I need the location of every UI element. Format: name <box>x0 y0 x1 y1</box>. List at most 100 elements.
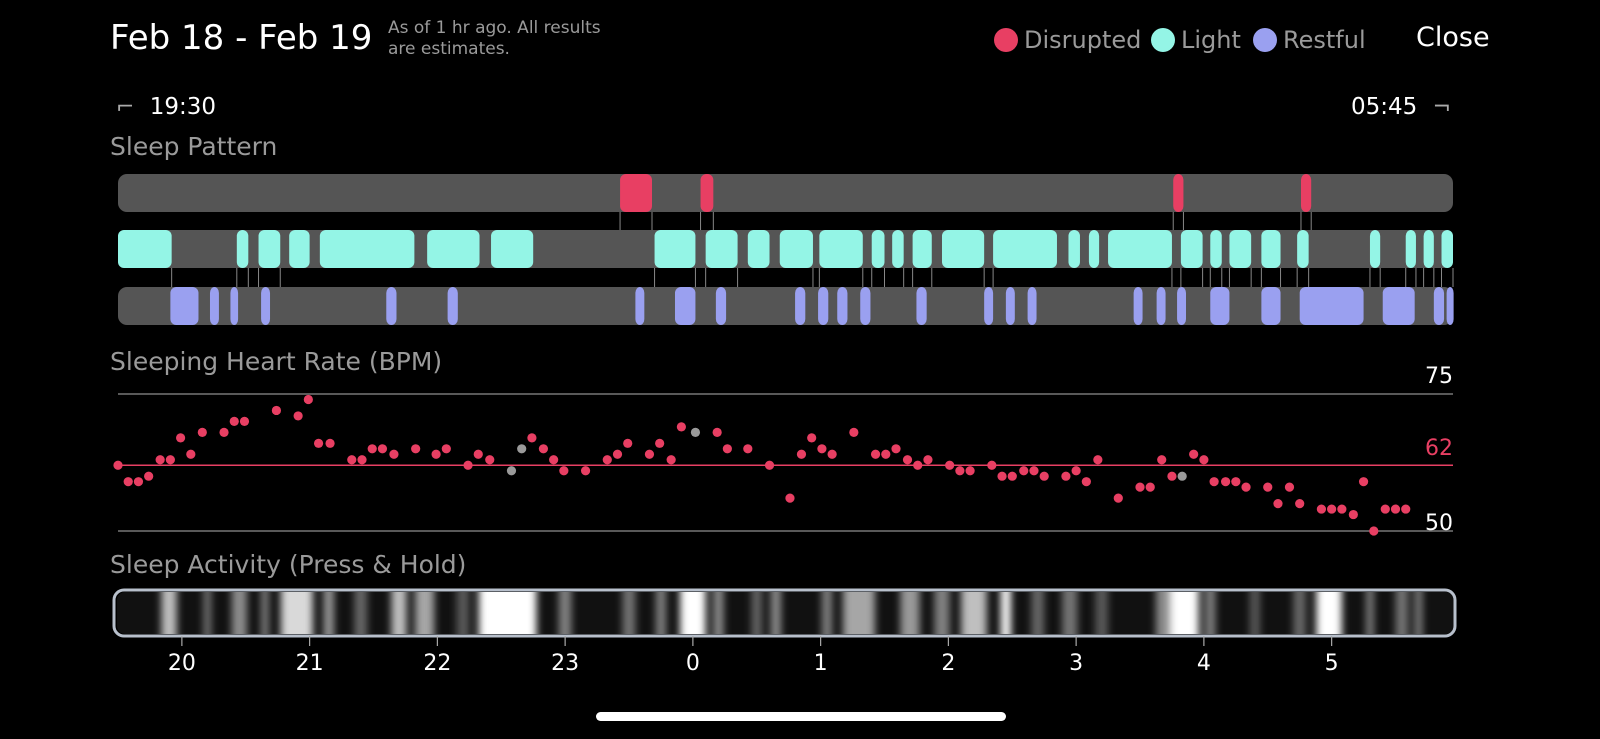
x-tick-label: 22 <box>423 651 451 676</box>
activity-band <box>203 592 212 634</box>
estimate-note-line1: As of 1 hr ago. All results <box>388 18 601 38</box>
light-segment <box>258 230 281 268</box>
restful-segment <box>447 287 458 325</box>
activity-band <box>161 592 177 634</box>
restful-segment <box>837 287 848 325</box>
legend-restful: Restful <box>1253 24 1366 56</box>
activity-band <box>1205 592 1216 634</box>
activity-band <box>770 592 782 634</box>
activity-band <box>323 592 334 634</box>
restful-segment <box>261 287 271 325</box>
estimate-note: As of 1 hr ago. All results are estimate… <box>388 18 648 60</box>
light-dot-icon <box>1151 28 1175 52</box>
close-button[interactable]: Close <box>1416 22 1490 53</box>
x-tick-label: 2 <box>941 651 955 676</box>
light-segment <box>1441 230 1453 268</box>
light-segment <box>892 230 904 268</box>
light-segment <box>654 230 696 268</box>
activity-band <box>1395 592 1409 634</box>
activity-band <box>713 592 724 634</box>
end-bracket-icon: ¬ <box>1432 95 1452 120</box>
activity-background <box>117 592 1454 634</box>
restful-segment <box>1133 287 1143 325</box>
legend-light-label: Light <box>1181 26 1241 54</box>
disrupted-segment <box>700 174 714 212</box>
light-segment <box>236 230 249 268</box>
light-segment <box>1229 230 1252 268</box>
x-tick-label: 20 <box>168 651 196 676</box>
restful-segment <box>230 287 239 325</box>
legend-disrupted: Disrupted <box>994 24 1141 56</box>
activity-band <box>680 592 706 634</box>
restful-segment <box>1299 287 1364 325</box>
activity-frame <box>112 588 1457 638</box>
light-segment <box>427 230 480 268</box>
activity-band <box>280 592 313 634</box>
activity-band <box>354 592 368 634</box>
range-start-time: 19:30 <box>149 94 217 120</box>
range-end[interactable]: 05:45 ¬ <box>1351 94 1451 120</box>
disrupted-segment <box>1173 174 1184 212</box>
restful-segment <box>1210 287 1230 325</box>
light-segment <box>1210 230 1222 268</box>
light-segment <box>1297 230 1309 268</box>
activity-band <box>1170 592 1199 634</box>
light-segment <box>1180 230 1203 268</box>
x-tick-label: 3 <box>1069 651 1083 676</box>
restful-segment <box>209 287 219 325</box>
light-segment <box>1369 230 1381 268</box>
activity-band <box>1031 592 1045 634</box>
restful-segment <box>674 287 696 325</box>
restful-segment <box>1433 287 1445 325</box>
light-segment <box>1405 230 1416 268</box>
estimate-note-line2: are estimates. <box>388 39 510 59</box>
activity-band <box>1062 592 1078 634</box>
date-range-title: Feb 18 - Feb 19 <box>110 18 373 58</box>
disrupted-segment <box>620 174 652 212</box>
restful-segment <box>1382 287 1415 325</box>
light-segment <box>319 230 415 268</box>
restful-segment <box>1027 287 1037 325</box>
activity-band <box>961 592 987 634</box>
light-segment <box>819 230 863 268</box>
activity-band <box>456 592 470 634</box>
sleep-pattern-title: Sleep Pattern <box>110 132 278 161</box>
disrupted-dot-icon <box>994 28 1018 52</box>
activity-band <box>478 592 537 634</box>
restful-segment <box>386 287 397 325</box>
x-tick-label: 1 <box>814 651 828 676</box>
activity-band <box>655 592 667 634</box>
range-start[interactable]: ⌐ 19:30 <box>116 94 216 120</box>
activity-band <box>231 592 248 634</box>
light-segment <box>705 230 738 268</box>
light-segment <box>1088 230 1100 268</box>
activity-band <box>558 592 572 634</box>
activity-band <box>622 592 636 634</box>
activity-band <box>1095 592 1109 634</box>
heart-rate-title: Sleeping Heart Rate (BPM) <box>110 347 443 376</box>
light-segment <box>993 230 1057 268</box>
home-indicator[interactable] <box>596 712 1006 721</box>
start-bracket-icon: ⌐ <box>116 95 135 120</box>
x-tick-label: 21 <box>296 651 324 676</box>
x-tick-label: 0 <box>686 651 700 676</box>
light-segment <box>747 230 770 268</box>
light-segment <box>871 230 885 268</box>
restful-segment <box>1177 287 1186 325</box>
legend-restful-label: Restful <box>1283 26 1366 54</box>
restful-segment <box>916 287 927 325</box>
activity-band <box>1155 592 1176 634</box>
activity-band <box>1316 592 1342 634</box>
light-segment <box>912 230 932 268</box>
x-tick-label: 5 <box>1325 651 1339 676</box>
restful-segment <box>818 287 829 325</box>
light-segment <box>941 230 985 268</box>
light-segment <box>779 230 813 268</box>
light-segment <box>289 230 310 268</box>
light-segment <box>1068 230 1080 268</box>
activity-band <box>391 592 407 634</box>
activity-band <box>1293 592 1307 634</box>
activity-band <box>1249 592 1261 634</box>
